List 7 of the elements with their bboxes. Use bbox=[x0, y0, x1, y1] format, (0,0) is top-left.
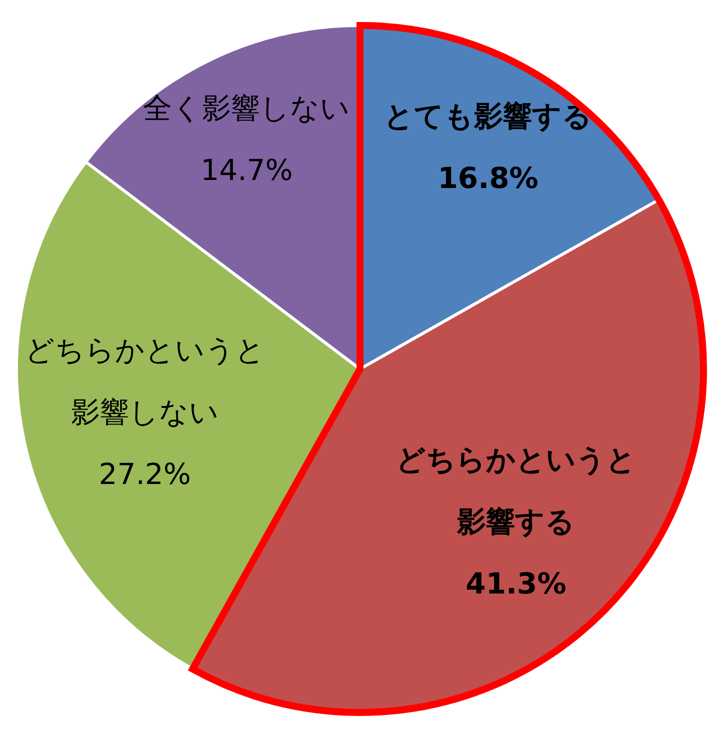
data-label: 27.2% bbox=[98, 456, 191, 491]
data-label: 16.8% bbox=[438, 160, 538, 195]
data-label: 41.3% bbox=[466, 566, 566, 600]
slice-label: どちらかというと影響しない bbox=[24, 332, 265, 429]
slice-label: どちらかというと影響する bbox=[396, 442, 636, 538]
data-label: 14.7% bbox=[200, 152, 293, 187]
slice-label: 全く影響しない bbox=[143, 90, 350, 125]
